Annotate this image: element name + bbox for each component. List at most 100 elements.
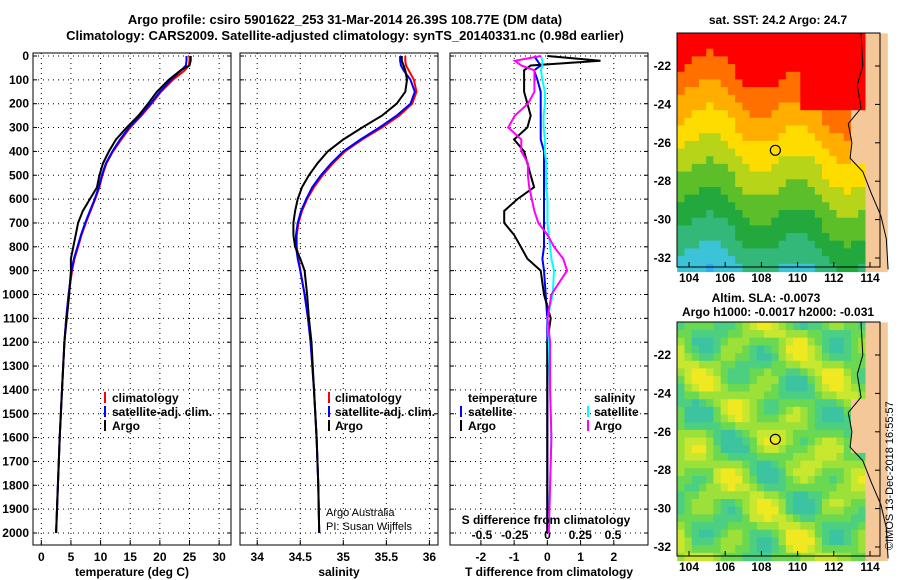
map-cell [677, 56, 685, 65]
map-cell [756, 171, 765, 180]
map-cell [836, 194, 845, 203]
map-cell [865, 94, 874, 104]
map-cell [713, 337, 722, 346]
legend-label: climatology [112, 391, 179, 405]
y-tick-label: 1400 [2, 383, 29, 397]
map-cell [814, 233, 823, 242]
map-cell [735, 330, 743, 339]
map-cell [814, 263, 823, 273]
map-cell [764, 368, 772, 377]
map-cell [749, 452, 758, 462]
map-cell [785, 368, 794, 377]
map-cell [858, 194, 866, 203]
map-cell [727, 468, 736, 477]
map-cell [713, 383, 722, 393]
map-cell [742, 429, 751, 439]
map-cell [880, 506, 888, 515]
map-cell [706, 483, 714, 492]
map-cell [822, 56, 830, 65]
map-cell [814, 64, 823, 73]
map-cell [699, 445, 707, 454]
x-tick-label: 15 [124, 550, 138, 564]
map-cell [858, 406, 866, 416]
map-cell [684, 110, 693, 119]
map-cell [807, 210, 816, 219]
map-cell [691, 64, 700, 73]
map-cell [691, 391, 700, 400]
map-cell [836, 64, 845, 73]
map-cell [756, 376, 765, 385]
map-cell [684, 383, 693, 393]
map-cell [764, 337, 772, 346]
map-cell [749, 353, 758, 362]
x-tick-label: 35 [337, 550, 351, 564]
map-cell [677, 171, 685, 180]
map-cell [742, 225, 751, 234]
map-cell [684, 225, 693, 234]
map-cell [742, 322, 751, 331]
map-cell [706, 125, 714, 134]
map-cell [713, 256, 722, 265]
map-cell [814, 345, 823, 354]
map-cell [727, 337, 736, 346]
map-cell [677, 514, 685, 523]
map-cell [800, 240, 809, 249]
map-cell [807, 345, 816, 354]
map-cell [843, 125, 852, 134]
map-cell [843, 345, 852, 354]
map-cell [727, 422, 736, 431]
map-cell [793, 445, 801, 454]
legend-marker-argo [104, 420, 106, 431]
map-cell [836, 414, 845, 423]
map-cell [735, 437, 743, 446]
map-cell [807, 514, 816, 523]
map-cell [822, 545, 830, 554]
map-cell [814, 322, 823, 331]
map-cell [713, 345, 722, 354]
legend-marker-climatology [328, 392, 330, 403]
map-cell [727, 353, 736, 362]
map-cell [720, 383, 729, 393]
map-cell [684, 452, 693, 462]
map-cell [785, 537, 794, 546]
map-cell [807, 537, 816, 546]
map-cell [778, 468, 787, 477]
map-cell [843, 491, 852, 500]
map-cell [858, 460, 866, 469]
map-cell [756, 499, 765, 508]
map-cell [749, 102, 758, 111]
map-cell [749, 391, 758, 400]
map-cell [720, 148, 729, 157]
map-cell [807, 406, 816, 416]
map-cell [829, 522, 838, 531]
map-cell [735, 64, 743, 73]
map-cell [720, 233, 729, 242]
y-tick-label: 1800 [2, 478, 29, 492]
y-tick-label: 200 [9, 97, 29, 111]
map-cell [727, 148, 736, 157]
map-cell [742, 368, 751, 377]
map-cell [807, 56, 816, 65]
map-cell [735, 148, 743, 157]
map-cell [742, 445, 751, 454]
map-cell [843, 545, 852, 554]
map-cell [756, 64, 765, 73]
map-cell [677, 41, 685, 50]
map-cell [822, 163, 830, 173]
map-cell [771, 499, 780, 508]
argo-position-marker [769, 433, 781, 445]
map-cell [851, 468, 859, 477]
map-cell [742, 345, 751, 354]
map-cell [865, 256, 874, 265]
map-cell [851, 140, 859, 150]
map-cell [822, 368, 830, 377]
map-cell [778, 140, 787, 150]
map-cell [735, 41, 743, 50]
s-diff-tick-label: -0.5 [472, 528, 493, 542]
map-cell [800, 102, 809, 111]
map-cell [691, 414, 700, 423]
map-cell [713, 202, 722, 211]
map-cell [742, 125, 751, 134]
map-cell [735, 210, 743, 219]
